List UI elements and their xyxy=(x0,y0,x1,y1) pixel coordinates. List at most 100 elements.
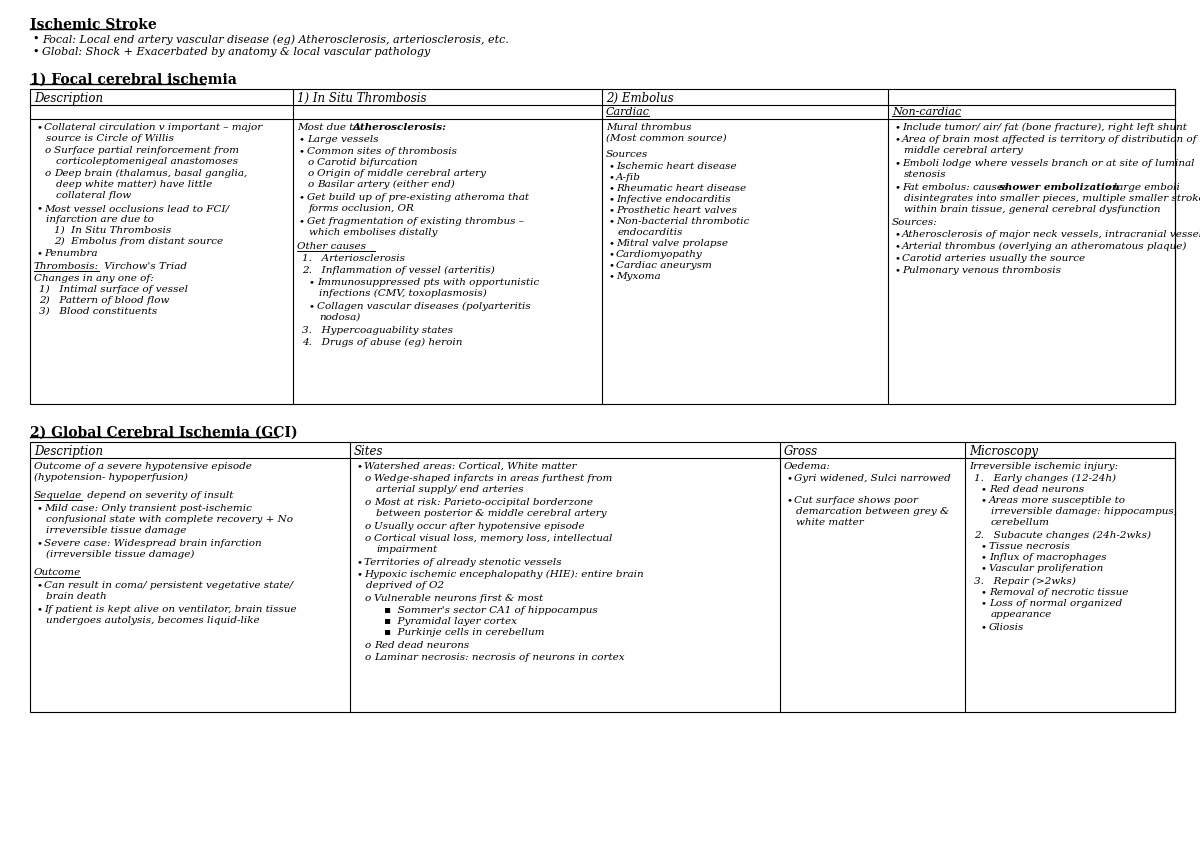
Text: •: • xyxy=(894,254,900,263)
Text: Cortical visual loss, memory loss, intellectual: Cortical visual loss, memory loss, intel… xyxy=(374,534,612,543)
Text: •: • xyxy=(608,184,614,193)
Text: •: • xyxy=(894,123,900,132)
Text: •: • xyxy=(894,183,900,192)
Text: •: • xyxy=(894,135,900,144)
Text: Area of brain most affected is territory of distribution of: Area of brain most affected is territory… xyxy=(902,135,1198,144)
Text: •: • xyxy=(36,249,42,258)
Text: Infective endocarditis: Infective endocarditis xyxy=(616,195,731,204)
Text: Wedge-shaped infarcts in areas furthest from: Wedge-shaped infarcts in areas furthest … xyxy=(374,474,612,483)
Text: forms occlusion, OR: forms occlusion, OR xyxy=(310,204,415,213)
Text: Loss of normal organized: Loss of normal organized xyxy=(989,599,1122,608)
Text: Irreversible ischemic injury:: Irreversible ischemic injury: xyxy=(970,462,1118,471)
Text: •: • xyxy=(310,302,314,311)
Text: Non-bacterial thrombotic: Non-bacterial thrombotic xyxy=(616,217,749,226)
Text: Influx of macrophages: Influx of macrophages xyxy=(989,553,1106,562)
Text: •: • xyxy=(299,193,305,202)
Text: Other causes: Other causes xyxy=(298,242,366,251)
Text: •: • xyxy=(608,261,614,270)
Text: •: • xyxy=(608,206,614,215)
Text: Changes in any one of:: Changes in any one of: xyxy=(34,274,154,283)
Text: Emboli lodge where vessels branch or at site of luminal: Emboli lodge where vessels branch or at … xyxy=(902,159,1194,168)
Text: •: • xyxy=(608,173,614,182)
Text: •: • xyxy=(36,123,42,132)
Text: Removal of necrotic tissue: Removal of necrotic tissue xyxy=(989,588,1128,597)
Text: stenosis: stenosis xyxy=(904,170,947,179)
Text: •: • xyxy=(299,217,305,226)
Text: Rheumatic heart disease: Rheumatic heart disease xyxy=(616,184,746,193)
Text: o: o xyxy=(365,653,371,662)
Text: •: • xyxy=(894,266,900,275)
Text: •: • xyxy=(36,605,42,614)
Text: Penumbra: Penumbra xyxy=(44,249,97,258)
Text: •: • xyxy=(32,34,38,44)
Text: shower embolization: shower embolization xyxy=(998,183,1120,192)
Text: Most vessel occlusions lead to FCI/: Most vessel occlusions lead to FCI/ xyxy=(44,204,229,213)
Text: cerebellum: cerebellum xyxy=(991,518,1050,527)
Text: Basilar artery (either end): Basilar artery (either end) xyxy=(317,180,455,189)
Text: appearance: appearance xyxy=(991,610,1052,619)
Text: •: • xyxy=(608,162,614,171)
Text: Can result in coma/ persistent vegetative state/: Can result in coma/ persistent vegetativ… xyxy=(44,581,293,590)
Text: •: • xyxy=(32,47,38,57)
Text: o: o xyxy=(308,169,314,178)
Bar xyxy=(30,89,1175,404)
Text: Get build up of pre-existing atheroma that: Get build up of pre-existing atheroma th… xyxy=(307,193,529,202)
Text: o: o xyxy=(308,158,314,167)
Text: Red dead neurons: Red dead neurons xyxy=(989,485,1085,494)
Text: 2.   Inflammation of vessel (arteritis): 2. Inflammation of vessel (arteritis) xyxy=(302,266,494,275)
Text: Include tumor/ air/ fat (bone fracture), right left shunt: Include tumor/ air/ fat (bone fracture),… xyxy=(902,123,1187,132)
Text: •: • xyxy=(786,496,792,505)
Text: nodosa): nodosa) xyxy=(319,313,360,322)
Text: Gliosis: Gliosis xyxy=(989,623,1025,632)
Text: Non-cardiac: Non-cardiac xyxy=(892,107,961,117)
Text: •: • xyxy=(982,542,986,551)
Text: Virchow's Triad: Virchow's Triad xyxy=(101,262,187,271)
Text: 1)   Intimal surface of vessel: 1) Intimal surface of vessel xyxy=(38,285,188,294)
Text: depend on severity of insult: depend on severity of insult xyxy=(84,491,233,500)
Text: •: • xyxy=(36,504,42,513)
Text: o: o xyxy=(365,594,371,603)
Text: Common sites of thrombosis: Common sites of thrombosis xyxy=(307,147,457,156)
Text: Red dead neurons: Red dead neurons xyxy=(374,641,469,650)
Text: ▪  Purkinje cells in cerebellum: ▪ Purkinje cells in cerebellum xyxy=(384,628,545,637)
Text: 1.   Early changes (12-24h): 1. Early changes (12-24h) xyxy=(974,474,1116,483)
Text: •: • xyxy=(36,581,42,590)
Text: If patient is kept alive on ventilator, brain tissue: If patient is kept alive on ventilator, … xyxy=(44,605,296,614)
Text: within brain tissue, general cerebral dysfunction: within brain tissue, general cerebral dy… xyxy=(904,205,1160,214)
Text: Vascular proliferation: Vascular proliferation xyxy=(989,564,1103,573)
Text: 1) Focal cerebral ischemia: 1) Focal cerebral ischemia xyxy=(30,73,236,87)
Text: •: • xyxy=(608,217,614,226)
Text: •: • xyxy=(982,485,986,494)
Text: Mild case: Only transient post-ischemic: Mild case: Only transient post-ischemic xyxy=(44,504,252,513)
Text: collateral flow: collateral flow xyxy=(56,191,131,200)
Text: (hypotension- hypoperfusion): (hypotension- hypoperfusion) xyxy=(34,473,188,483)
Text: corticoleptomenigeal anastomoses: corticoleptomenigeal anastomoses xyxy=(56,157,238,166)
Text: Mitral valve prolapse: Mitral valve prolapse xyxy=(616,239,728,248)
Text: •: • xyxy=(608,195,614,204)
Text: Atherosclerosis of major neck vessels, intracranial vessels: Atherosclerosis of major neck vessels, i… xyxy=(902,230,1200,239)
Text: Ischemic heart disease: Ischemic heart disease xyxy=(616,162,737,171)
Text: Arterial thrombus (overlying an atheromatous plaque): Arterial thrombus (overlying an atheroma… xyxy=(902,242,1187,251)
Text: •: • xyxy=(356,462,362,471)
Text: Outcome: Outcome xyxy=(34,568,82,577)
Text: •: • xyxy=(36,539,42,548)
Text: infections (CMV, toxoplasmosis): infections (CMV, toxoplasmosis) xyxy=(319,289,487,298)
Text: Ischemic Stroke: Ischemic Stroke xyxy=(30,18,157,32)
Text: A-fib: A-fib xyxy=(616,173,641,182)
Text: Sequelae: Sequelae xyxy=(34,491,83,500)
Text: •: • xyxy=(982,623,986,632)
Text: Outcome of a severe hypotensive episode: Outcome of a severe hypotensive episode xyxy=(34,462,252,471)
Text: •: • xyxy=(608,272,614,281)
Text: •: • xyxy=(608,250,614,259)
Text: Sites: Sites xyxy=(354,445,384,458)
Text: Deep brain (thalamus, basal ganglia,: Deep brain (thalamus, basal ganglia, xyxy=(54,169,247,178)
Text: Collateral circulation v important – major: Collateral circulation v important – maj… xyxy=(44,123,263,132)
Text: impairment: impairment xyxy=(376,545,437,554)
Text: Territories of already stenotic vessels: Territories of already stenotic vessels xyxy=(364,558,562,567)
Text: Cut surface shows poor: Cut surface shows poor xyxy=(794,496,918,505)
Text: Tissue necrosis: Tissue necrosis xyxy=(989,542,1070,551)
Text: Origin of middle cerebral artery: Origin of middle cerebral artery xyxy=(317,169,486,178)
Text: •: • xyxy=(299,147,305,156)
Text: o: o xyxy=(365,534,371,543)
Text: Sources:: Sources: xyxy=(892,218,937,227)
